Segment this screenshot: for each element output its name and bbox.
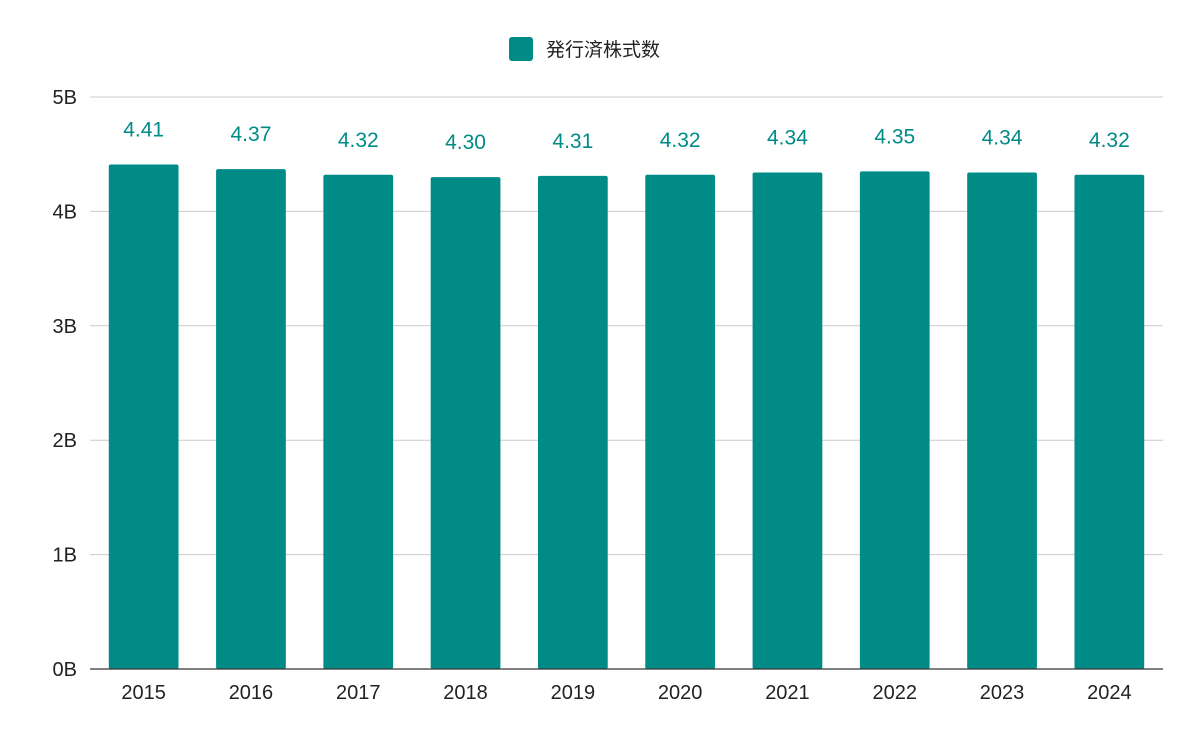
data-label: 4.34 [982, 127, 1023, 150]
data-label: 4.31 [552, 130, 593, 153]
bar [537, 175, 608, 669]
x-tick-label: 2020 [658, 682, 703, 704]
x-tick-label: 2024 [1087, 682, 1132, 704]
data-label: 4.37 [231, 123, 272, 146]
y-tick-label: 3B [53, 316, 77, 338]
y-tick-label: 4B [53, 201, 77, 223]
x-tick-label: 2015 [121, 682, 166, 704]
bars [108, 164, 1145, 670]
legend-label: 発行済株式数 [546, 39, 660, 61]
bar [645, 174, 716, 670]
x-tick-label: 2021 [765, 682, 810, 704]
x-tick-label: 2019 [551, 682, 596, 704]
x-axis-ticks: 2015 2016 2017 2018 2019 2020 2021 2022 2023 2024 [121, 682, 1131, 704]
x-tick-label: 2018 [443, 682, 488, 704]
x-tick-label: 2016 [229, 682, 274, 704]
bar [430, 177, 501, 669]
x-tick-label: 2023 [980, 682, 1025, 704]
bar [1074, 174, 1145, 670]
data-label: 4.35 [874, 125, 915, 148]
data-label: 4.41 [123, 118, 164, 141]
x-tick-label: 2022 [873, 682, 918, 704]
data-label: 4.32 [660, 129, 701, 152]
data-labels: 4.41 4.37 4.32 4.30 4.31 4.32 4.34 4.35 4.34 4.32 [123, 118, 1130, 154]
legend: 発行済株式数 [509, 37, 660, 61]
bar [752, 172, 823, 669]
bar [216, 169, 286, 669]
data-label: 4.32 [338, 129, 379, 152]
bar [108, 164, 179, 669]
data-label: 4.32 [1089, 129, 1130, 152]
y-tick-label: 2B [53, 430, 77, 452]
bar [859, 171, 930, 670]
bar [967, 172, 1037, 669]
legend-swatch [509, 37, 533, 61]
data-label: 4.34 [767, 127, 808, 150]
y-axis-ticks: 0B 1B 2B 3B 4B 5B [53, 87, 77, 681]
bar [323, 174, 394, 670]
x-tick-label: 2017 [336, 682, 381, 704]
y-tick-label: 0B [53, 659, 77, 681]
y-tick-label: 5B [53, 87, 77, 109]
y-tick-label: 1B [53, 545, 77, 567]
data-label: 4.30 [445, 131, 486, 154]
